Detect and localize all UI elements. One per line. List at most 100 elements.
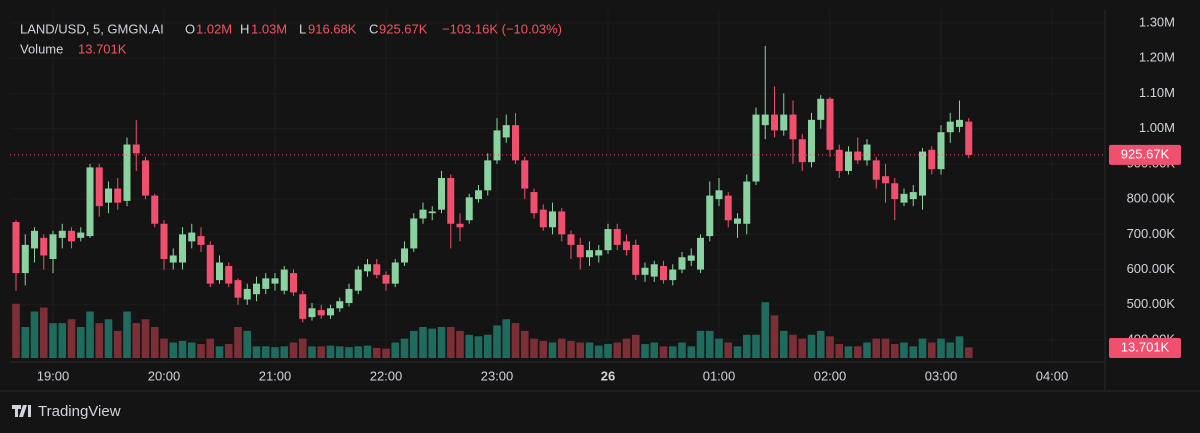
candle-body [669, 269, 677, 281]
volume-bar [354, 346, 363, 358]
volume-bar [594, 345, 603, 358]
volume-bar [104, 319, 113, 358]
volume-bar [243, 330, 252, 358]
volume-bar [641, 344, 649, 358]
candle-body [271, 278, 279, 284]
volume-bar [502, 319, 511, 358]
volume-value: 13.701K [78, 41, 127, 56]
candle-body [595, 250, 603, 256]
y-tick-label: 1.00M [1139, 120, 1175, 135]
volume-bar [215, 346, 224, 358]
volume-bar [483, 334, 492, 358]
candle-body [49, 234, 57, 259]
symbol: LAND/USD, 5, GMGN.AI [20, 21, 164, 36]
candle-body [95, 167, 103, 207]
volume-bar [30, 311, 39, 358]
candle-body [132, 144, 140, 154]
candle-body [872, 160, 880, 180]
candle-body [687, 255, 695, 261]
candle-body [475, 190, 482, 200]
volume-bar [363, 345, 372, 358]
candle-body [179, 234, 186, 263]
volume-bar [141, 319, 150, 358]
candle-body [826, 98, 834, 150]
candle-body [549, 211, 556, 228]
volume-bar [548, 342, 557, 358]
close-key: C [369, 21, 378, 36]
candle-body [798, 139, 806, 163]
volume-bar [715, 338, 723, 358]
candle-body [105, 188, 112, 203]
volume-bar [779, 330, 788, 358]
change-value: −103.16K (−10.03%) [442, 21, 562, 36]
volume-bar [261, 346, 270, 358]
volume-bar [86, 311, 94, 358]
volume-bar [113, 330, 122, 358]
candle-body [225, 266, 233, 284]
candle-body [382, 274, 390, 284]
candle-body [724, 195, 732, 221]
candle-body [438, 177, 445, 210]
volume-bar [678, 342, 686, 358]
candle-body [845, 151, 852, 171]
candle-body [447, 177, 455, 224]
candle-body [734, 218, 741, 224]
volume-bar [446, 327, 455, 358]
candle-body [243, 288, 251, 300]
candle-body [290, 273, 297, 293]
volume-bar [39, 307, 48, 358]
volume-bar [844, 346, 853, 358]
volume-bar [881, 338, 890, 358]
volume-bar [576, 342, 585, 358]
candle-body [58, 230, 66, 238]
candle-body [539, 209, 547, 228]
x-tick-label: 04:00 [1036, 368, 1069, 383]
candle-body [789, 114, 797, 140]
volume-bar [696, 330, 705, 358]
candle-body [632, 244, 640, 275]
candle-body [401, 248, 408, 263]
candle-body [678, 257, 686, 270]
candle-body [419, 209, 427, 219]
volume-bar [668, 346, 677, 358]
volume-bar [326, 345, 335, 358]
volume-bar [724, 342, 733, 358]
candle-body [743, 181, 751, 224]
candle-body [909, 192, 917, 200]
candle-body [808, 119, 815, 163]
candle-body [234, 280, 242, 298]
candle-body [484, 160, 492, 191]
volume-bar [789, 334, 797, 358]
candle-body [965, 121, 973, 155]
volume-bar [530, 338, 538, 358]
volume-bar [21, 327, 30, 358]
candle-body [40, 237, 48, 256]
volume-bar [622, 338, 631, 358]
y-tick-label: 1.30M [1139, 14, 1175, 29]
volume-bar [58, 323, 67, 358]
y-tick-label: 1.20M [1139, 50, 1175, 65]
candle-body [123, 144, 131, 201]
volume-bar [252, 346, 261, 358]
close-value: 925.67K [379, 21, 428, 36]
candle-body [604, 229, 612, 251]
candle-body [354, 269, 362, 291]
candle-body [706, 195, 714, 237]
candle-body [114, 188, 122, 203]
candle-body [613, 229, 621, 245]
volume-bar [733, 346, 742, 358]
candle-body [919, 151, 926, 196]
candle-body [21, 244, 29, 274]
y-tick-label: 700.00K [1127, 226, 1176, 241]
volume-bar [419, 327, 427, 358]
volume-bar [964, 347, 973, 358]
volume-bar [567, 340, 575, 358]
volume-bar [520, 330, 529, 358]
last-volume-box [1109, 338, 1181, 358]
volume-pane [12, 302, 973, 358]
volume-bar [428, 328, 437, 358]
brand-logo [12, 405, 31, 417]
volume-bar [150, 327, 159, 358]
candle-body [465, 197, 473, 221]
